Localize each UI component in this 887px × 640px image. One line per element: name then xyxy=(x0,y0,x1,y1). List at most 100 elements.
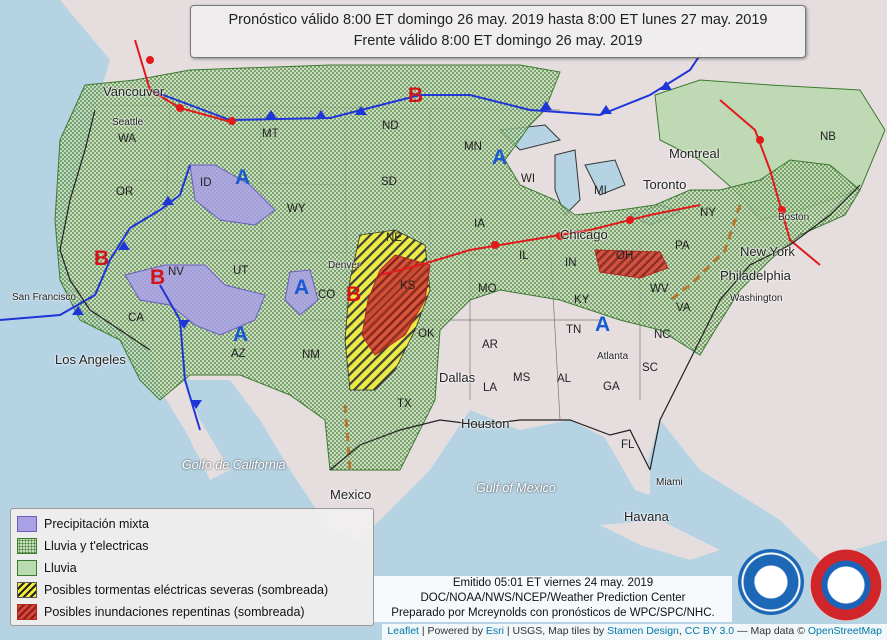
city-label: Vancouver xyxy=(103,84,165,99)
rain-swatch xyxy=(17,560,37,576)
low-pressure-mark: B xyxy=(408,84,424,107)
city-label: Havana xyxy=(624,509,669,524)
stationary-front-midwest xyxy=(379,204,701,276)
flood-area-ohio xyxy=(594,249,669,279)
state-label: KY xyxy=(574,294,590,306)
cold-front-sierra xyxy=(159,284,201,431)
front-semicircles xyxy=(146,56,786,249)
city-label: Denver xyxy=(328,260,361,271)
map-attribution: Leaflet | Powered by Esri | USGS, Map ti… xyxy=(382,624,887,640)
city-label: Houston xyxy=(461,416,510,431)
city-label: Chicago xyxy=(560,227,608,242)
state-label: UT xyxy=(233,265,249,277)
state-label: IA xyxy=(474,218,485,230)
state-label: KS xyxy=(400,280,416,292)
city-label: Montreal xyxy=(669,146,720,161)
leaflet-link[interactable]: Leaflet xyxy=(387,625,419,637)
flood-swatch xyxy=(17,604,37,620)
trough-lines xyxy=(343,204,742,471)
issued-info: Emitido 05:01 ET viernes 24 may. 2019 DO… xyxy=(374,576,732,622)
water-label: Golfo de California xyxy=(182,458,286,472)
esri-link[interactable]: Esri xyxy=(485,625,504,637)
city-label: San Francisco xyxy=(12,292,76,303)
forecast-title-box: Pronóstico válido 8:00 ET domingo 26 may… xyxy=(190,5,806,58)
state-label: WY xyxy=(287,203,306,215)
low-pressure-mark: B xyxy=(150,266,166,289)
city-label: Dallas xyxy=(439,370,476,385)
state-label: NB xyxy=(820,131,836,143)
state-label: AL xyxy=(557,373,572,385)
noaa-logo-text: NOAA xyxy=(754,575,787,587)
state-label: OH xyxy=(616,250,634,262)
osm-link[interactable]: OpenStreetMap xyxy=(807,625,882,637)
legend-item-rain-thunder: Lluvia y t'electricas xyxy=(17,535,367,557)
coastline-east xyxy=(649,184,861,471)
legend: Precipitación mixta Lluvia y t'electrica… xyxy=(10,508,374,626)
coastline-west xyxy=(59,109,151,351)
city-label: Toronto xyxy=(643,177,687,192)
warm-front-north xyxy=(134,39,236,124)
state-label: TX xyxy=(397,398,412,410)
legend-item-flood: Posibles inundaciones repentinas (sombre… xyxy=(17,601,367,623)
land-florida xyxy=(600,425,650,495)
high-pressure-mark: A xyxy=(294,276,310,299)
great-lakes xyxy=(498,124,682,226)
state-label: MT xyxy=(262,128,279,140)
state-label: NE xyxy=(386,232,402,244)
state-label: MI xyxy=(594,185,607,197)
state-label: SD xyxy=(381,176,397,188)
state-label: NM xyxy=(302,349,320,361)
cold-front-north xyxy=(149,54,701,122)
nws-logo xyxy=(810,549,882,621)
low-pressure-mark: B xyxy=(346,283,362,306)
state-label: NY xyxy=(700,207,716,219)
state-label: ID xyxy=(200,177,212,189)
state-label: FL xyxy=(621,439,635,451)
high-pressure-mark: A xyxy=(595,313,611,336)
mixed-precip-idaho xyxy=(189,164,276,226)
city-label: Atlanta xyxy=(597,351,629,362)
severe-swatch xyxy=(17,582,37,598)
state-label: WV xyxy=(650,283,669,295)
city-label: Boston xyxy=(778,212,810,223)
city-label: Washington xyxy=(730,293,783,304)
state-label: ND xyxy=(382,120,399,132)
city-label: New York xyxy=(740,244,795,259)
state-label: MN xyxy=(464,141,482,153)
legend-item-severe: Posibles tormentas eléctricas severas (s… xyxy=(17,579,367,601)
high-pressure-mark: A xyxy=(492,146,508,169)
water-label: Gulf of Mexico xyxy=(476,481,556,495)
state-label: TN xyxy=(566,324,582,336)
state-label: WI xyxy=(521,173,536,185)
high-pressure-mark: A xyxy=(233,323,249,346)
cc-link[interactable]: CC BY 3.0 xyxy=(684,625,735,637)
state-label: OK xyxy=(418,328,435,340)
state-label: OR xyxy=(116,186,134,198)
low-pressure-mark: B xyxy=(94,247,110,270)
land-cuba xyxy=(600,520,720,560)
state-label: CA xyxy=(128,312,144,324)
rain-thunder-swatch xyxy=(17,538,37,554)
city-label: Seattle xyxy=(112,117,144,128)
cold-front-west xyxy=(0,164,191,321)
mixed-precip-colorado xyxy=(284,269,319,316)
city-label: Mexico xyxy=(330,487,372,502)
stamen-link[interactable]: Stamen Design xyxy=(607,625,679,637)
state-label: NV xyxy=(168,266,184,278)
high-pressure-mark: A xyxy=(235,166,251,189)
city-label: Miami xyxy=(656,477,683,488)
state-label: WA xyxy=(118,133,137,145)
state-label: MS xyxy=(513,372,531,384)
state-label: IL xyxy=(519,250,529,262)
state-label: LA xyxy=(483,382,498,394)
state-label: MO xyxy=(478,283,497,295)
legend-item-rain: Lluvia xyxy=(17,557,367,579)
city-label: Los Angeles xyxy=(55,352,126,367)
state-label: NC xyxy=(654,329,671,341)
city-label: Philadelphia xyxy=(720,268,791,283)
front-triangles xyxy=(72,81,672,409)
legend-item-mixed: Precipitación mixta xyxy=(17,513,367,535)
forecast-valid-line: Pronóstico válido 8:00 ET domingo 26 may… xyxy=(228,12,768,28)
mixed-precip-nevada xyxy=(124,264,266,336)
